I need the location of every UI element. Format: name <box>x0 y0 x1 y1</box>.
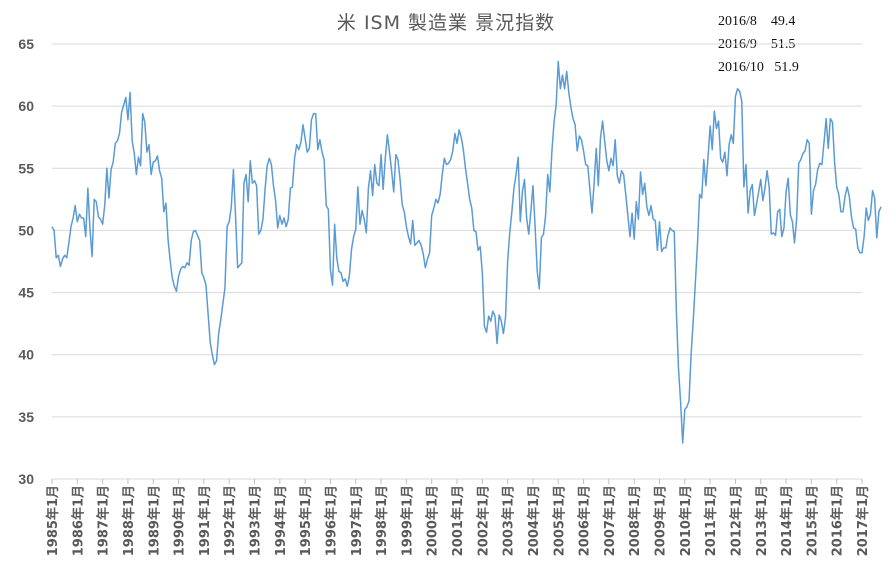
x-tick-label: 2010年1月 <box>678 485 694 556</box>
x-tick-label: 2000年1月 <box>425 485 441 556</box>
x-tick-label: 1999年1月 <box>399 485 415 556</box>
x-tick-label: 2011年1月 <box>703 485 719 556</box>
x-tick-label: 1995年1月 <box>298 485 314 556</box>
x-tick-label: 2013年1月 <box>754 485 770 556</box>
x-tick-label: 2001年1月 <box>450 485 466 556</box>
x-tick-label: 2017年1月 <box>855 485 871 556</box>
x-tick-label: 2004年1月 <box>526 485 542 556</box>
y-axis: 30 35 40 45 50 55 60 65 <box>18 36 34 487</box>
annotation-oct: 2016/10 51.9 <box>718 60 799 75</box>
y-tick-label: 40 <box>18 347 34 363</box>
plot-area <box>51 60 882 444</box>
series-line <box>51 60 882 444</box>
y-tick-label: 60 <box>18 98 34 114</box>
chart-title: 米 ISM 製造業 景況指数 <box>336 12 556 34</box>
x-tick-label: 1986年1月 <box>70 485 86 556</box>
x-tick-label: 2009年1月 <box>653 485 669 556</box>
y-tick-label: 50 <box>18 222 34 238</box>
x-tick-label: 2005年1月 <box>551 485 567 556</box>
y-tick-label: 55 <box>18 160 34 176</box>
x-tick-label: 1990年1月 <box>172 485 188 556</box>
x-tick-label: 1996年1月 <box>323 485 339 556</box>
x-tick-label: 1985年1月 <box>45 485 61 556</box>
x-tick-label: 2012年1月 <box>728 485 744 556</box>
x-tick-label: 2016年1月 <box>830 485 846 556</box>
x-tick-label: 1989年1月 <box>146 485 162 556</box>
x-tick-label: 1991年1月 <box>197 485 213 556</box>
y-tick-label: 30 <box>18 471 34 487</box>
x-tick-label: 2015年1月 <box>804 485 820 556</box>
y-tick-label: 35 <box>18 409 34 425</box>
x-tick-label: 1993年1月 <box>248 485 264 556</box>
x-tick-label: 2002年1月 <box>475 485 491 556</box>
x-axis: 1985年1月 1986年1月 1987年1月 1988年1月 1989年1月 1990年… <box>45 479 871 556</box>
y-tick-label: 65 <box>18 36 34 52</box>
gridlines <box>52 43 862 480</box>
x-tick-label: 1998年1月 <box>374 485 390 556</box>
x-tick-label: 2003年1月 <box>501 485 517 556</box>
annotation-aug: 2016/8 49.4 <box>718 14 796 29</box>
x-tick-label: 1992年1月 <box>222 485 238 556</box>
x-tick-label: 2014年1月 <box>779 485 795 556</box>
x-tick-label: 2008年1月 <box>627 485 643 556</box>
x-tick-label: 1987年1月 <box>96 485 112 556</box>
y-tick-label: 45 <box>18 285 34 301</box>
x-tick-label: 1988年1月 <box>121 485 137 556</box>
x-tick-label: 2006年1月 <box>577 485 593 556</box>
x-tick-label: 2007年1月 <box>602 485 618 556</box>
x-tick-label: 1994年1月 <box>273 485 289 556</box>
x-tick-label: 1997年1月 <box>349 485 365 556</box>
